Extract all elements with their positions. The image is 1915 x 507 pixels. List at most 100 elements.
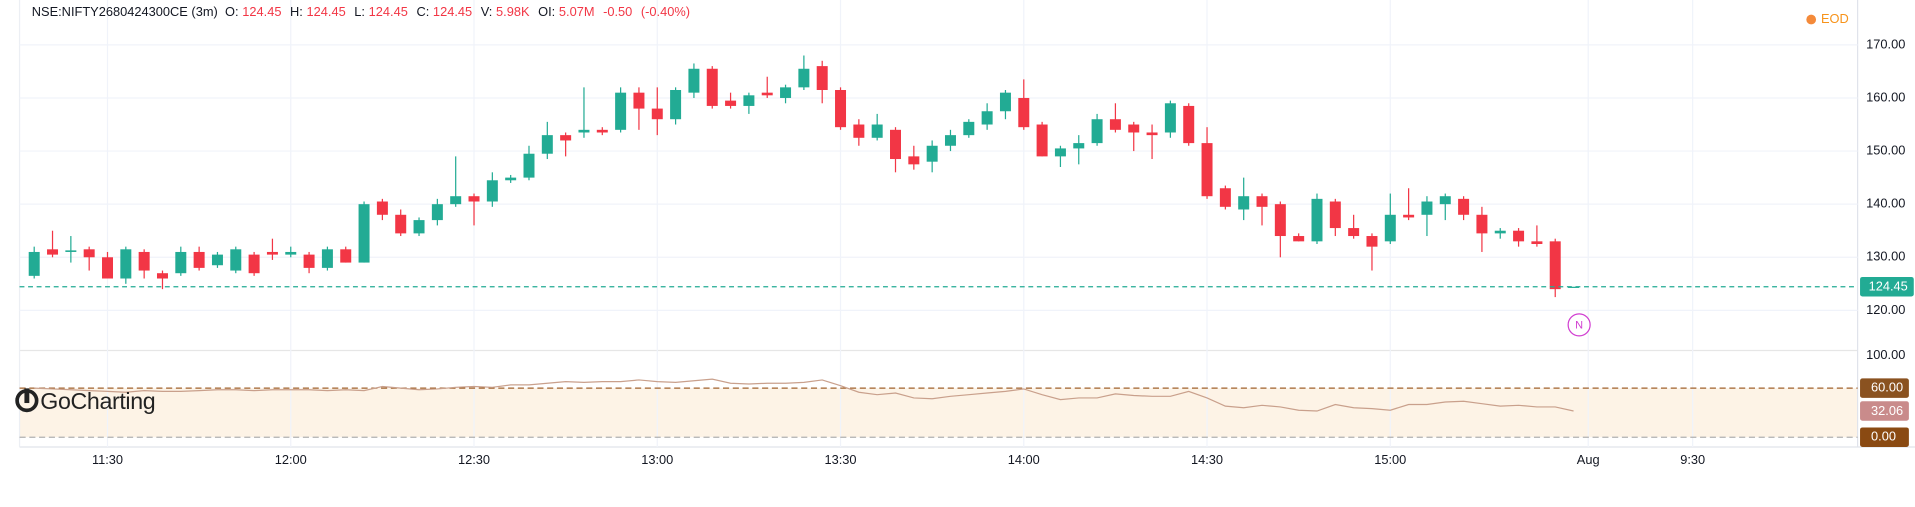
candle-body [450, 196, 462, 205]
candle-body [486, 180, 498, 202]
y-tick-label: 160.00 [1866, 89, 1905, 104]
candle-body [981, 111, 993, 125]
candle-body [1311, 198, 1323, 242]
x-tick-label: 12:30 [458, 452, 490, 467]
level-box [1860, 427, 1909, 447]
candle-body [1329, 201, 1341, 229]
candle-body [816, 66, 828, 91]
candle-body [1274, 204, 1286, 237]
y-tick-label: 150.00 [1866, 142, 1905, 157]
y-tick-label: 60.00 [1871, 380, 1903, 395]
candle-body [1073, 143, 1085, 149]
candle-body [266, 251, 278, 255]
candle-body [541, 135, 553, 154]
field-value: 5.98K [496, 4, 530, 20]
candle-body [890, 129, 901, 160]
field-label: V: [480, 4, 493, 20]
eod-label: EOD [1820, 12, 1849, 27]
x-tick-label: Aug [1577, 452, 1600, 467]
candle-body [83, 249, 95, 258]
x-tick-label: 9:30 [1680, 452, 1705, 467]
eod-badge[interactable]: EOD [1806, 12, 1849, 27]
x-tick-label: 12:00 [275, 452, 307, 467]
candle-body [1458, 198, 1470, 215]
candle-body [871, 124, 883, 138]
candle-body [1109, 119, 1121, 130]
change: -0.50 [603, 4, 633, 20]
candle-body [1201, 143, 1213, 197]
candle-body [1183, 105, 1195, 144]
candle-body [560, 135, 572, 141]
y-tick-label: 140.00 [1866, 196, 1905, 211]
candle-body [743, 95, 755, 106]
watermark: GoCharting [13, 387, 156, 416]
field-value: 124.45 [368, 4, 408, 20]
candle-body [706, 68, 718, 106]
symbol: NSE:NIFTY2680424300CE (3m) [31, 4, 218, 20]
field-value: 124.45 [432, 4, 473, 20]
field-value: 124.45 [306, 4, 346, 20]
candle-body [1366, 236, 1378, 247]
candle-body [230, 249, 242, 271]
candle-body [321, 249, 333, 268]
candle-body [1549, 241, 1561, 290]
logo-icon [15, 388, 39, 413]
candle-body [615, 92, 627, 130]
candle-body [523, 153, 535, 178]
candle-body [1403, 214, 1415, 218]
rsi-value-box [1860, 401, 1909, 421]
last-price-box [1860, 276, 1914, 297]
candle-body [725, 100, 737, 106]
y-tick-label: 130.00 [1866, 249, 1905, 264]
rsi-value-label: 32.06 [1871, 403, 1903, 418]
candle-body [413, 220, 425, 234]
candle-body [1494, 230, 1506, 234]
field-label: OI: [538, 4, 556, 20]
candle-body [28, 251, 40, 276]
candle-body [1531, 241, 1543, 244]
candle-body [138, 251, 150, 271]
field-value: 124.45 [242, 4, 282, 20]
y-tick-label: 0.00 [1871, 429, 1896, 444]
x-tick-label: 13:00 [641, 452, 673, 467]
candle-body [1018, 97, 1030, 128]
candle-body [1439, 196, 1451, 205]
candle-body [944, 135, 956, 146]
candle-body [303, 254, 315, 268]
candle-body [340, 249, 352, 263]
candle-body [1128, 124, 1140, 133]
candle-body [156, 273, 168, 279]
candle-body [999, 92, 1011, 112]
news-marker [1567, 313, 1591, 337]
x-tick-label: 14:00 [1008, 452, 1040, 467]
candle-body [963, 121, 975, 136]
x-tick-label: 14:30 [1191, 452, 1223, 467]
x-tick-label: 15:00 [1374, 452, 1406, 467]
level-box [1860, 378, 1909, 398]
candle-body [1421, 201, 1433, 215]
candle-body [505, 177, 517, 181]
candle-body [835, 90, 847, 128]
candle-body [468, 196, 480, 202]
candle-body [395, 214, 407, 234]
candle-body [1256, 196, 1268, 207]
candle-body [926, 145, 938, 162]
field-label: H: [290, 4, 303, 20]
candle-body [65, 250, 77, 252]
rsi-band [19, 388, 1858, 438]
candle-body [193, 251, 205, 268]
candle-body [1384, 214, 1396, 242]
field-value: 5.07M [558, 4, 595, 20]
candle-body [908, 156, 920, 165]
candle-body [1238, 196, 1250, 210]
candle-body [1146, 132, 1158, 136]
candle-body [578, 129, 590, 133]
candle-body [1036, 124, 1048, 157]
candle-body [1568, 286, 1580, 288]
candle-body [175, 251, 187, 274]
candle-body [1348, 228, 1360, 237]
watermark-text: GoCharting [40, 389, 156, 416]
candle-body [670, 90, 682, 120]
